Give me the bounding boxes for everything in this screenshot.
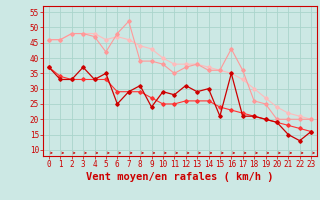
X-axis label: Vent moyen/en rafales ( km/h ): Vent moyen/en rafales ( km/h ) — [86, 172, 274, 182]
